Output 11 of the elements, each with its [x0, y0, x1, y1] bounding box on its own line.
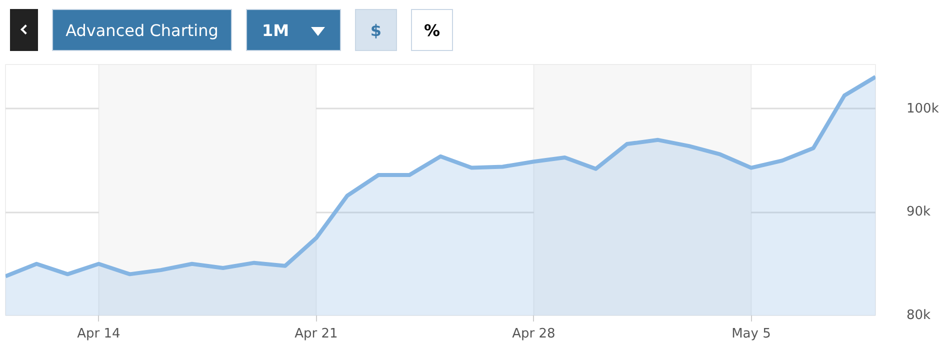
text: Advanced Charting — [66, 20, 218, 42]
text: $ — [370, 20, 382, 42]
y-tick-label: 100k — [906, 101, 940, 116]
text: 1M — [262, 20, 290, 42]
x-tick-label: Apr 28 — [512, 326, 556, 342]
x-tick-label: Apr 14 — [77, 326, 120, 342]
x-tick-label: Apr 21 — [294, 326, 338, 342]
text: % — [424, 20, 440, 42]
x-tick-label: May 5 — [732, 326, 771, 342]
y-tick-label: 80k — [906, 308, 932, 323]
y-tick-label: 90k — [906, 204, 932, 220]
